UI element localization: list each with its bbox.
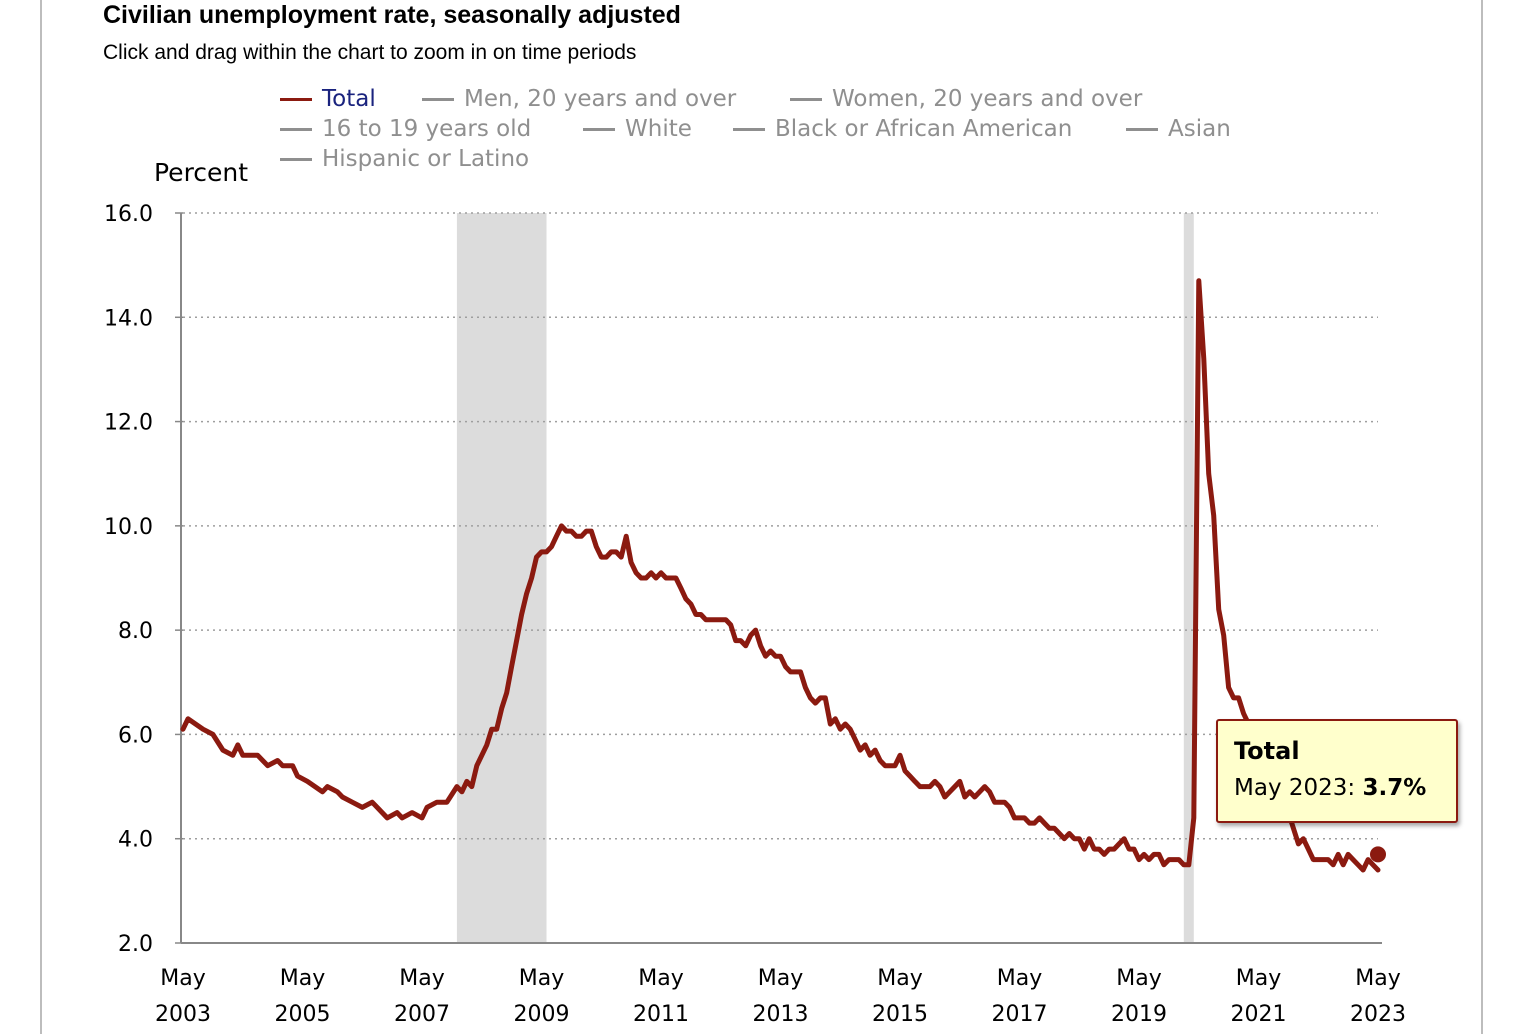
legend-swatch [1126,127,1158,131]
y-tick-label: 12.0 [104,411,153,436]
panel-border-right [1481,0,1483,1034]
x-tick-year: 2009 [514,1002,570,1027]
x-tick-year: 2017 [992,1002,1048,1027]
legend-item-men-20-and-over[interactable]: Men, 20 years and over [422,86,736,112]
y-axis-title: Percent [154,158,249,187]
legend-swatch [790,97,822,101]
x-tick-year: 2003 [155,1002,211,1027]
recession-band [1183,213,1194,943]
tooltip-series: Total [1234,737,1300,765]
legend-label: Total [322,86,376,112]
legend-swatch [280,97,312,101]
y-tick-label: 16.0 [104,202,153,227]
legend-swatch [280,157,312,161]
legend-label: Hispanic or Latino [322,146,530,172]
legend-label: 16 to 19 years old [322,116,532,142]
tooltip-value: 3.7% [1362,775,1427,801]
series-line-total [180,278,1381,873]
legend-swatch [280,127,312,131]
x-tick-month: May [1236,966,1281,991]
x-tick-month: May [997,966,1042,991]
legend-label: Asian [1168,116,1231,142]
x-tick-year: 2011 [633,1002,689,1027]
x-tick-year: 2007 [394,1002,450,1027]
tooltip: Total May 2023: 3.7% [1216,719,1458,823]
legend-item-white[interactable]: White [583,116,692,142]
y-tick-label: 8.0 [118,619,153,644]
y-tick-label: 4.0 [118,828,153,853]
highlight-point [1370,846,1386,863]
legend-item-black[interactable]: Black or African American [733,116,1072,142]
y-tick-label: 10.0 [104,515,153,540]
legend-label: Women, 20 years and over [832,86,1143,112]
x-tick-month: May [280,966,325,991]
tooltip-line: May 2023: 3.7% [1234,775,1426,801]
x-tick-month: May [638,966,683,991]
x-tick-month: May [160,966,205,991]
legend-item-asian[interactable]: Asian [1126,116,1231,142]
x-tick-month: May [519,966,564,991]
x-tick-year: 2015 [872,1002,928,1027]
panel-border-left [40,0,42,1034]
x-tick-year: 2013 [753,1002,809,1027]
x-tick-year: 2023 [1350,1002,1406,1027]
x-tick-month: May [877,966,922,991]
tooltip-separator: : [1347,775,1363,801]
legend-label: Men, 20 years and over [464,86,737,112]
legend-swatch [733,127,765,131]
legend-swatch [583,127,615,131]
x-tick-year: 2005 [275,1002,331,1027]
legend-item-women-20-and-over[interactable]: Women, 20 years and over [790,86,1142,112]
x-tick-year: 2021 [1231,1002,1287,1027]
legend-item-16-to-19[interactable]: 16 to 19 years old [280,116,531,142]
chart-subtitle: Click and drag within the chart to zoom … [103,41,637,64]
x-tick-month: May [1355,966,1400,991]
x-tick-month: May [399,966,444,991]
y-tick-label: 14.0 [104,306,153,331]
x-tick-year: 2019 [1111,1002,1167,1027]
legend-item-total[interactable]: Total [280,86,376,112]
y-tick-label: 6.0 [118,723,153,748]
x-tick-month: May [1116,966,1161,991]
legend-swatch [422,97,454,101]
tooltip-date: May 2023 [1234,775,1348,801]
legend-label: White [625,116,692,142]
legend-item-hispanic[interactable]: Hispanic or Latino [280,146,529,172]
chart-title: Civilian unemployment rate, seasonally a… [103,1,681,29]
y-tick-label: 2.0 [118,932,153,957]
legend-label: Black or African American [775,116,1073,142]
x-tick-month: May [758,966,803,991]
